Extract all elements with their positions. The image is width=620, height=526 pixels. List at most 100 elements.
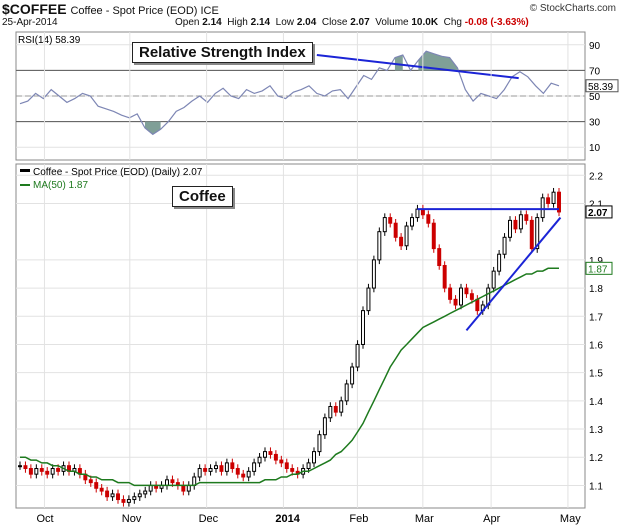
candle-body bbox=[94, 482, 99, 489]
candle-body bbox=[371, 259, 376, 289]
candle-body bbox=[88, 479, 93, 484]
candle-body bbox=[219, 465, 224, 472]
candle-body bbox=[431, 222, 436, 250]
price-tick-label: 1.2 bbox=[589, 453, 603, 464]
candle-body bbox=[143, 490, 148, 495]
price-tick-label: 1.8 bbox=[589, 284, 603, 295]
candle-body bbox=[312, 451, 316, 464]
candle-body bbox=[230, 462, 235, 470]
symbol-title: $COFFEE Coffee - Spot Price (EOD) ICE bbox=[2, 1, 219, 17]
x-tick-label: Dec bbox=[199, 513, 219, 525]
candle-body bbox=[350, 366, 355, 385]
candle-body bbox=[377, 231, 382, 261]
close-label: Close bbox=[321, 17, 348, 28]
candle-body bbox=[475, 298, 480, 312]
price-legend-swatch bbox=[20, 169, 30, 172]
candle-body bbox=[290, 468, 295, 472]
rsi-legend: RSI(14) 58.39 bbox=[18, 35, 81, 46]
price-tick-label: 1.5 bbox=[589, 369, 603, 380]
candle-body bbox=[469, 293, 474, 300]
high-label: High bbox=[227, 17, 248, 28]
candle-body bbox=[34, 468, 39, 475]
candle-body bbox=[263, 451, 267, 458]
rsi-tick-label: 70 bbox=[589, 66, 601, 77]
symbol-description: Coffee - Spot Price (EOD) ICE bbox=[70, 5, 219, 17]
candle-body bbox=[448, 287, 453, 300]
candle-body bbox=[317, 434, 322, 453]
candle-body bbox=[306, 462, 311, 470]
candle-body bbox=[39, 468, 44, 472]
rsi-tick-label: 10 bbox=[589, 143, 601, 154]
candle-body bbox=[186, 484, 191, 492]
candle-body bbox=[203, 468, 208, 472]
low-value: 2.04 bbox=[296, 17, 317, 28]
candle-body bbox=[491, 270, 496, 289]
candle-body bbox=[273, 453, 278, 461]
price-tick-label: 2.2 bbox=[589, 171, 603, 182]
rsi-last-value: 58.39 bbox=[588, 82, 613, 93]
x-tick-label: 2014 bbox=[275, 513, 300, 525]
candle-body bbox=[132, 496, 137, 501]
rsi-tick-label: 30 bbox=[589, 118, 601, 129]
candle-body bbox=[415, 208, 420, 219]
candle-body bbox=[121, 499, 126, 503]
candle-body bbox=[181, 484, 186, 492]
last-price-value: 2.07 bbox=[588, 208, 608, 219]
price-tick-label: 1.6 bbox=[589, 340, 603, 351]
candle-body bbox=[546, 197, 551, 204]
candle-body bbox=[355, 343, 360, 368]
candle-body bbox=[464, 287, 469, 295]
ma-last-value: 1.87 bbox=[588, 264, 608, 275]
candle-body bbox=[268, 451, 273, 455]
candle-body bbox=[393, 222, 398, 238]
brand-watermark: © StockCharts.com bbox=[529, 3, 616, 14]
candle-body bbox=[497, 253, 502, 272]
candle-body bbox=[56, 468, 61, 472]
candle-body bbox=[426, 214, 431, 224]
price-tick-label: 1.1 bbox=[589, 481, 603, 492]
candle-body bbox=[99, 487, 104, 492]
price-legend: Coffee - Spot Price (EOD) (Daily) 2.07 bbox=[33, 167, 203, 178]
candle-body bbox=[388, 217, 393, 224]
rsi-callout: Relative Strength Index bbox=[132, 42, 313, 63]
candle-body bbox=[126, 499, 131, 503]
rsi-panel: 10 30 50 70 90 RSI(14) 58.39 58.39 bbox=[15, 31, 619, 161]
ma-legend: MA(50) 1.87 bbox=[33, 180, 88, 191]
high-value: 2.14 bbox=[250, 17, 271, 28]
chg-label: Chg bbox=[443, 17, 462, 28]
candle-body bbox=[344, 383, 349, 402]
candle-body bbox=[540, 197, 545, 219]
candle-body bbox=[322, 417, 327, 436]
rsi-overbought-fill bbox=[418, 51, 458, 71]
candle-body bbox=[513, 219, 518, 230]
candle-body bbox=[453, 298, 458, 306]
rsi-series-line bbox=[19, 50, 560, 136]
candle-body bbox=[382, 217, 387, 233]
low-label: Low bbox=[275, 17, 295, 28]
candle-body bbox=[328, 405, 333, 419]
candle-body bbox=[502, 236, 507, 255]
ma-value-box bbox=[585, 261, 613, 275]
price-tick-label: 1.4 bbox=[589, 397, 603, 408]
rsi-last-value-box bbox=[585, 79, 619, 93]
candle-body bbox=[410, 217, 414, 227]
candle-body bbox=[257, 456, 262, 464]
x-tick-label: Nov bbox=[122, 513, 142, 525]
quote-date: 25-Apr-2014 bbox=[2, 17, 58, 28]
candle-body bbox=[404, 225, 409, 247]
open-value: 2.14 bbox=[202, 17, 222, 28]
candle-body bbox=[50, 468, 55, 475]
x-tick-label: Mar bbox=[415, 513, 434, 525]
candle-body bbox=[518, 214, 523, 230]
candle-body bbox=[18, 465, 22, 468]
last-price-box bbox=[585, 205, 613, 219]
open-label: Open bbox=[175, 17, 200, 28]
candle-body bbox=[442, 265, 447, 289]
candle-body bbox=[437, 248, 442, 267]
volume-value: 10.0K bbox=[411, 17, 439, 28]
candle-body bbox=[279, 459, 284, 464]
candle-body bbox=[28, 468, 33, 475]
candle-body bbox=[148, 484, 153, 492]
candle-body bbox=[399, 236, 404, 247]
